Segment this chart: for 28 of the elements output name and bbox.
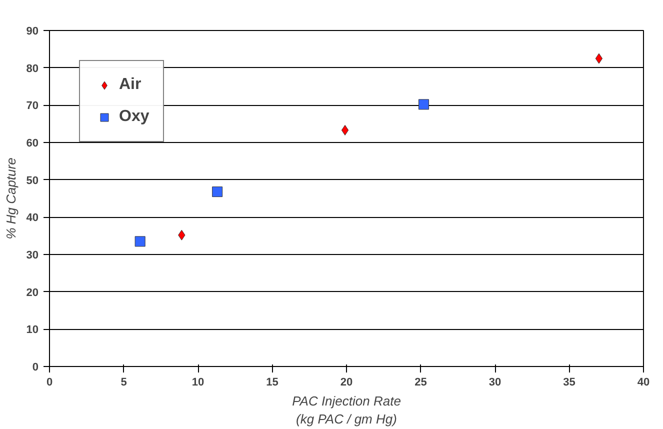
x-tick-label: 20 [340, 376, 353, 388]
x-tick-label: 40 [637, 376, 650, 388]
y-tick-label: 30 [26, 250, 39, 262]
x-tick-label: 5 [120, 376, 127, 388]
y-tick-label: 70 [26, 100, 39, 112]
x-axis-title: PAC Injection Rate (kg PAC / gm Hg) [292, 394, 401, 426]
x-tick-label: 10 [192, 376, 204, 388]
y-tick-label: 80 [26, 62, 39, 75]
point [418, 99, 429, 110]
point [212, 186, 223, 198]
y-tick-label: 0 [32, 362, 39, 374]
x-tick-label: 25 [414, 376, 427, 388]
y-tick-label: 40 [26, 212, 39, 224]
x-tick-label: 15 [266, 376, 278, 388]
legend-label: Oxy [119, 108, 150, 126]
y-tick-label: 10 [26, 324, 39, 336]
point [595, 53, 603, 64]
y-tick-label: 50 [26, 174, 39, 187]
y-tick-label: 60 [26, 138, 39, 150]
point [341, 124, 349, 136]
x-tick-label: 35 [563, 376, 576, 388]
y-tick-label: 20 [26, 286, 39, 299]
y-tick-label: 90 [26, 26, 39, 38]
point [134, 236, 146, 247]
x-tick-label: 0 [46, 376, 53, 388]
y-axis-title: % Hg Capture [3, 158, 18, 240]
legend-label: Air [119, 76, 142, 94]
x-tick-label: 30 [488, 376, 502, 388]
